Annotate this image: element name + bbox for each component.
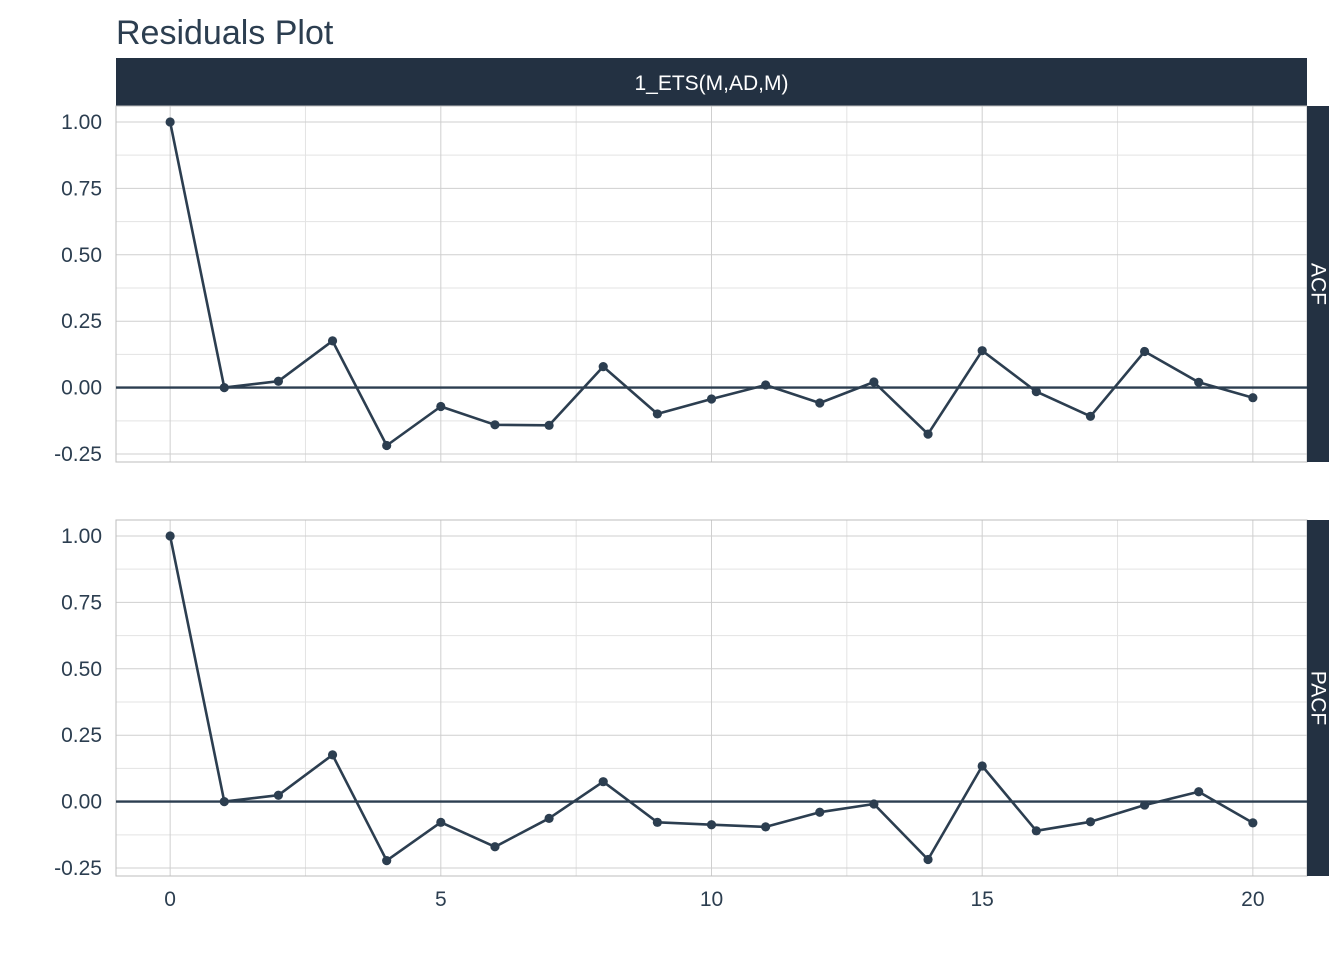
x-tick-label: 20 <box>1241 888 1264 911</box>
data-point-acf <box>327 336 338 346</box>
facet-strip-label: ACF <box>1307 263 1330 305</box>
y-tick-label: 0.00 <box>61 791 102 814</box>
chart-title: Residuals Plot <box>116 14 334 52</box>
data-point-acf <box>1085 411 1096 421</box>
data-point-acf <box>652 409 662 419</box>
facet-strip-bg <box>1307 106 1329 462</box>
data-point-acf <box>436 401 446 412</box>
x-tick-label: 5 <box>435 888 447 911</box>
facet-strip-label: PACF <box>1307 671 1330 725</box>
data-point-pacf <box>327 750 338 760</box>
data-point-acf <box>544 420 554 430</box>
data-point-pacf <box>706 820 717 830</box>
facet-strip-acf: ACF <box>1307 106 1330 462</box>
data-point-acf <box>1194 377 1204 387</box>
data-point-pacf <box>1085 817 1096 827</box>
data-point-acf <box>490 420 500 430</box>
data-point-pacf <box>1194 787 1204 797</box>
y-tick-label: 1.00 <box>61 111 102 134</box>
data-point-acf <box>273 376 284 386</box>
data-point-pacf <box>815 807 825 817</box>
facet-strip-bg <box>1307 520 1329 876</box>
x-axis: 0 5 10 15 20 <box>164 888 1264 911</box>
facet-strip-top-label: 1_ETS(M,AD,M) <box>634 72 788 95</box>
panel-pacf: -0.25 0.00 0.25 0.50 0.75 1.00 PACF <box>54 519 1330 880</box>
panel-acf: -0.25 0.00 0.25 0.50 0.75 1.00 ACF <box>54 105 1330 466</box>
y-tick-label: 0.75 <box>61 177 102 200</box>
data-point-pacf <box>977 761 987 771</box>
data-point-acf <box>1031 386 1041 397</box>
y-tick-label: 1.00 <box>61 525 102 548</box>
data-point-pacf <box>165 531 175 541</box>
data-point-pacf <box>652 817 662 827</box>
y-tick-label: -0.25 <box>54 443 102 466</box>
data-point-acf <box>165 117 175 127</box>
data-point-pacf <box>598 777 608 787</box>
data-point-pacf <box>761 822 771 832</box>
data-point-pacf <box>544 813 554 823</box>
facet-strip-top-bg <box>116 58 1307 106</box>
facet-strip-pacf: PACF <box>1307 520 1330 876</box>
data-point-acf <box>977 346 987 356</box>
data-point-pacf <box>273 790 284 800</box>
data-point-pacf <box>869 799 879 809</box>
data-point-pacf <box>382 855 392 866</box>
panels: -0.25 0.00 0.25 0.50 0.75 1.00 ACF -0.25 0.00 0.2… <box>54 105 1330 880</box>
data-point-pacf <box>1139 800 1150 810</box>
facet-strip-top: 1_ETS(M,AD,M) <box>116 58 1307 106</box>
data-point-pacf <box>1031 826 1041 836</box>
y-tick-label: 0.50 <box>61 244 102 267</box>
data-point-pacf <box>1248 818 1258 828</box>
x-tick-label: 10 <box>700 888 723 911</box>
data-point-acf <box>706 394 717 404</box>
data-point-acf <box>761 380 771 390</box>
data-point-acf <box>869 377 879 387</box>
data-point-pacf <box>219 797 229 807</box>
data-point-acf <box>923 429 933 439</box>
data-point-acf <box>1139 346 1150 357</box>
data-point-acf <box>219 383 229 393</box>
data-point-acf <box>1248 393 1258 403</box>
y-tick-label: 0.25 <box>61 724 102 747</box>
data-point-acf <box>598 362 608 372</box>
x-tick-label: 0 <box>164 888 176 911</box>
y-tick-label: 0.25 <box>61 310 102 333</box>
data-point-pacf <box>490 842 500 852</box>
data-point-acf <box>382 440 392 451</box>
data-point-acf <box>815 398 825 408</box>
y-tick-label: -0.25 <box>54 857 102 880</box>
y-tick-label: 0.75 <box>61 591 102 614</box>
y-tick-label: 0.00 <box>61 377 102 400</box>
data-point-pacf <box>923 854 933 865</box>
x-tick-label: 15 <box>971 888 994 911</box>
y-tick-label: 0.50 <box>61 658 102 681</box>
data-point-pacf <box>436 817 446 827</box>
